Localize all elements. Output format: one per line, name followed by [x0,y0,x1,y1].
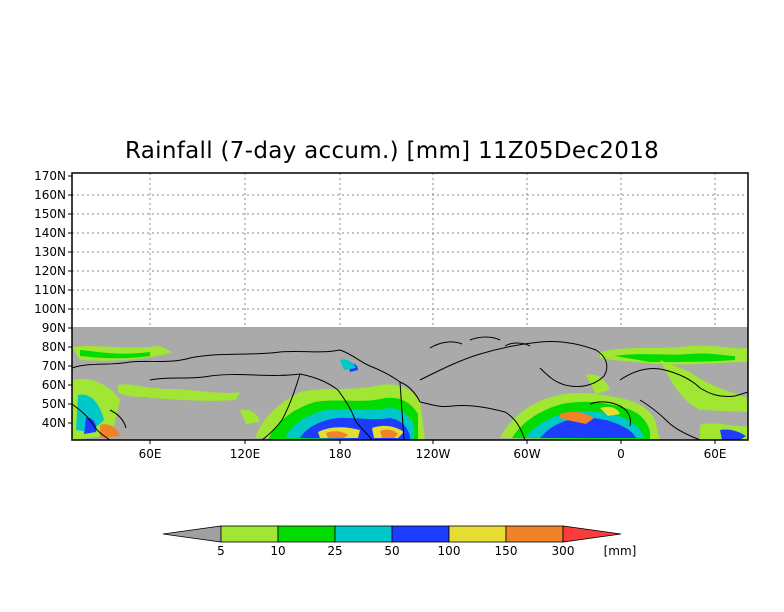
colorbar-tick-label: 10 [270,544,285,558]
rain-field [72,345,748,440]
colorbar-segment [448,525,507,543]
grid-lines [72,173,748,327]
colorbar-tick-label: 100 [438,544,461,558]
lat-label: 80N [42,340,66,354]
longitude-axis: 60E 120E 180 120W 60W 0 60E [139,447,727,461]
colorbar-segment [505,525,564,543]
colorbar-over-triangle [562,525,622,543]
lon-label: 0 [617,447,625,461]
coastlines [72,336,748,440]
lat-label: 130N [34,245,66,259]
lon-label: 120E [230,447,261,461]
colorbar-unit: [mm] [604,544,637,558]
colorbar-segment [220,525,279,543]
lat-label: 70N [42,359,66,373]
colorbar-segment [334,525,393,543]
lat-label: 60N [42,378,66,392]
lat-label: 160N [34,188,66,202]
longitude-ticks [149,440,716,444]
lat-label: 150N [34,207,66,221]
colorbar-tick-label: 25 [327,544,342,558]
lon-label: 180 [329,447,352,461]
latitude-ticks [68,175,72,424]
colorbar [162,525,622,543]
map-title: Rainfall (7-day accum.) [mm] 11Z05Dec201… [125,138,659,164]
colorbar-tick-label: 300 [552,544,575,558]
lat-label: 100N [34,302,66,316]
lat-label: 120N [34,264,66,278]
colorbar-segment [391,525,450,543]
colorbar-under-triangle [162,525,222,543]
colorbar-tick-label: 50 [384,544,399,558]
lat-label: 170N [34,169,66,183]
colorbar-labels: 5 10 25 50 100 150 300 [mm] [217,544,636,558]
lat-label: 50N [42,397,66,411]
lat-label: 140N [34,226,66,240]
colorbar-tick-label: 150 [495,544,518,558]
map-frame [71,172,749,441]
colorbar-tick-label: 5 [217,544,225,558]
lon-label: 60E [704,447,727,461]
lon-label: 60E [139,447,162,461]
colorbar-segment [277,525,336,543]
lon-label: 120W [416,447,451,461]
lat-label: 40N [42,416,66,430]
lon-label: 60W [513,447,540,461]
lat-label: 110N [34,283,66,297]
lat-label: 90N [42,321,66,335]
latitude-axis: 170N 160N 150N 140N 130N 120N 110N 100N … [34,169,66,430]
